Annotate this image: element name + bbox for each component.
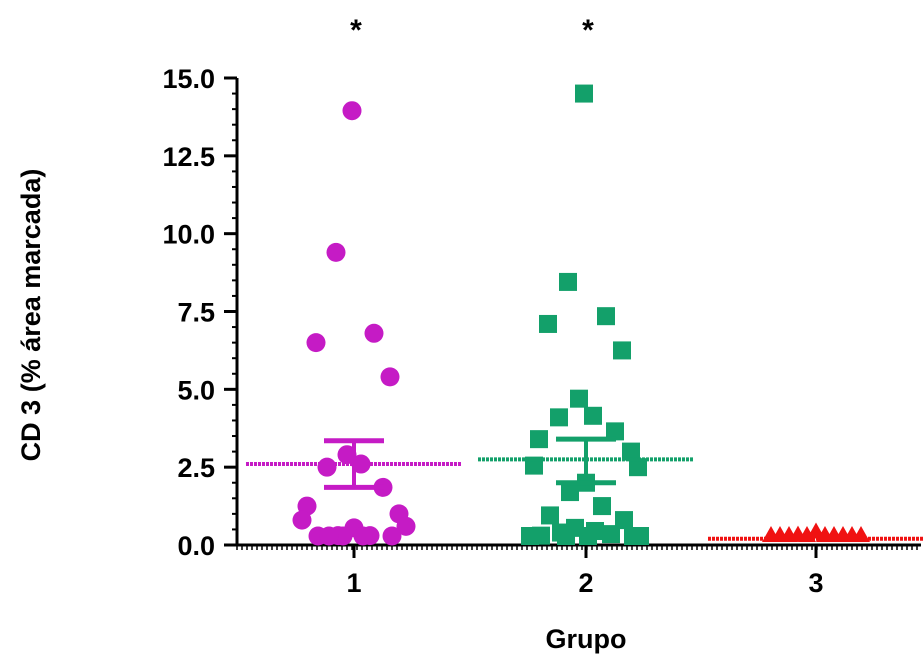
data-point-square (631, 527, 649, 545)
data-point-circle (292, 510, 312, 530)
y-tick-label: 12.5 (162, 142, 215, 172)
y-tick-label: 10.0 (162, 220, 215, 250)
significance-asterisk: * (350, 14, 362, 47)
x-tick-label: 2 (578, 568, 593, 598)
data-point-circle (333, 526, 353, 546)
data-point-square (606, 422, 624, 441)
y-tick-label: 15.0 (162, 64, 215, 94)
data-point-circle (342, 101, 362, 121)
data-point-square (584, 406, 602, 425)
data-point-square (602, 525, 620, 544)
data-point-square (579, 527, 597, 545)
data-point-square (559, 272, 577, 291)
y-tick-label: 5.0 (177, 375, 215, 405)
data-point-square (575, 84, 593, 103)
data-point-square (613, 341, 631, 360)
data-point-square (622, 442, 640, 461)
data-point-square (561, 483, 579, 502)
data-point-circle (306, 333, 326, 353)
data-point-circle (364, 323, 384, 343)
data-point-square (615, 511, 633, 530)
x-tick-label: 3 (808, 568, 823, 598)
data-point-square (541, 506, 559, 525)
data-point-circle (326, 242, 346, 262)
data-point-square (521, 527, 539, 545)
y-axis: 0.0 2.5 5.0 7.5 10.0 12.5 15.0 (162, 64, 239, 561)
x-axis-title: Grupo (546, 624, 627, 654)
data-point-circle (317, 457, 337, 477)
y-axis-title: CD 3 (% área marcada) (16, 169, 46, 462)
data-point-circle (380, 367, 400, 387)
significance-asterisk: * (582, 14, 594, 47)
data-point-square (530, 430, 548, 449)
data-points (292, 84, 870, 546)
data-point-square (539, 314, 557, 333)
data-point-circle (353, 526, 373, 546)
data-point-square (593, 497, 611, 516)
data-point-circle (382, 526, 402, 546)
data-point-circle (337, 445, 357, 465)
y-tick-label: 7.5 (177, 298, 215, 328)
data-point-square (570, 389, 588, 408)
data-point-circle (396, 516, 416, 536)
data-point-square (629, 458, 647, 477)
data-point-square (597, 307, 615, 326)
y-tick-label: 2.5 (177, 453, 215, 483)
data-point-square (557, 527, 575, 545)
x-tick-label: 1 (346, 568, 361, 598)
data-point-square (550, 408, 568, 427)
mean-sem-bars (246, 436, 923, 541)
y-tick-label: 0.0 (177, 531, 215, 561)
data-point-circle (319, 526, 339, 546)
